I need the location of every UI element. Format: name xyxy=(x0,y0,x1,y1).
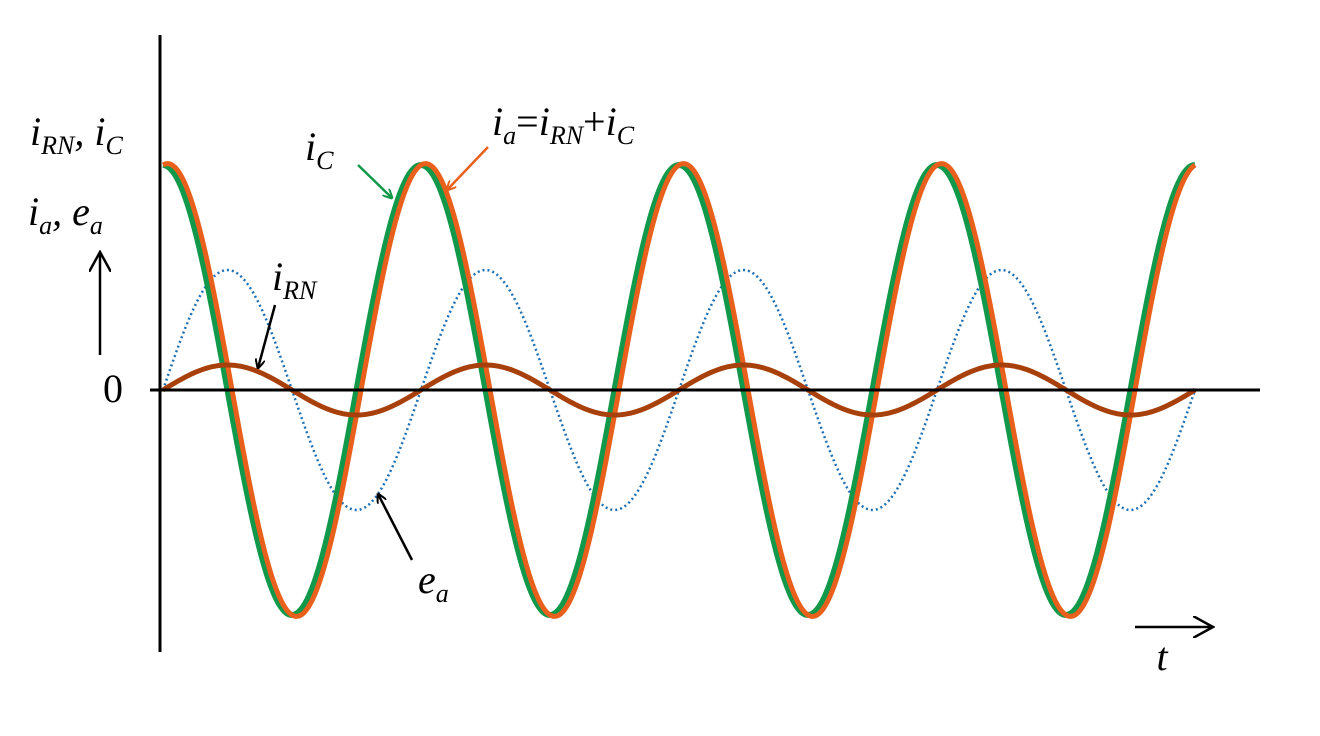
zero-label: 0 xyxy=(103,366,123,411)
subscript: a xyxy=(39,211,52,240)
label-text: , i xyxy=(74,109,105,154)
label-text: , e xyxy=(52,189,90,234)
subscript: a xyxy=(436,579,449,608)
label-text: + xyxy=(583,99,606,144)
ic-label: iC xyxy=(305,124,334,175)
label-text: = xyxy=(516,99,539,144)
ia-curve xyxy=(161,161,1197,619)
subscript: C xyxy=(316,146,334,175)
label-text: i xyxy=(539,99,550,144)
subscript: C xyxy=(617,121,635,150)
irn-label: iRN xyxy=(272,254,318,305)
label-text: i xyxy=(606,99,617,144)
ia-pointer xyxy=(447,146,489,190)
subscript: RN xyxy=(549,121,585,150)
waveforms xyxy=(161,161,1197,619)
label-text: i xyxy=(272,254,283,299)
time-label: t xyxy=(1156,634,1168,679)
label-text: i xyxy=(30,109,41,154)
label-text: i xyxy=(492,99,503,144)
ia-label: ia=iRN+iC xyxy=(492,99,635,150)
subscript: C xyxy=(105,131,123,160)
subscript: RN xyxy=(40,131,76,160)
label-text: i xyxy=(305,124,316,169)
subscript: a xyxy=(90,211,103,240)
label-text: e xyxy=(418,557,436,602)
irn-pointer xyxy=(258,304,277,368)
ic-pointer xyxy=(357,164,392,198)
ea-curve xyxy=(161,268,1197,512)
y-axis-label-top: iRN, iC xyxy=(30,109,123,160)
subscript: a xyxy=(503,121,516,150)
subscript: RN xyxy=(282,276,318,305)
ea-label: ea xyxy=(418,557,449,608)
y-axis-label-bottom: ia, ea xyxy=(28,189,103,240)
ea-pointer xyxy=(378,494,414,561)
label-text: i xyxy=(28,189,39,234)
